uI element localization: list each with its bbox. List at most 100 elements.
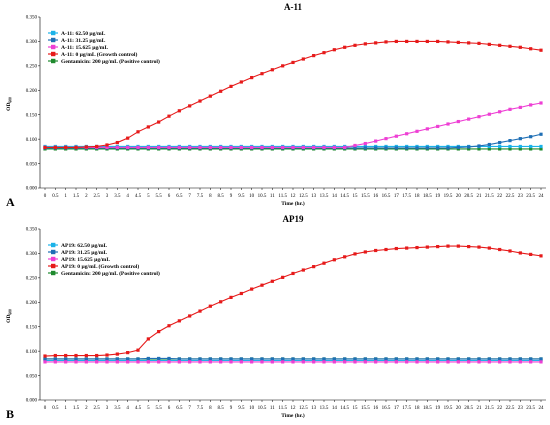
data-point (115, 145, 119, 150)
data-point (167, 360, 171, 364)
data-point (456, 145, 460, 150)
data-point (219, 360, 223, 364)
data-point (487, 246, 491, 250)
data-point (301, 360, 305, 364)
data-point (105, 145, 109, 150)
data-point (239, 80, 243, 84)
x-tick-label: 4.5 (135, 194, 142, 199)
data-point (539, 254, 543, 258)
data-point (363, 141, 367, 146)
x-tick-label: 14 (332, 406, 338, 411)
y-tick-label: 0.000 (26, 399, 38, 404)
data-point (281, 275, 285, 279)
data-point (425, 127, 429, 131)
data-point (177, 357, 181, 361)
data-point (281, 360, 285, 364)
data-point (353, 43, 357, 47)
data-point (487, 112, 491, 116)
data-point (322, 51, 326, 55)
data-point (43, 357, 47, 361)
data-point (291, 357, 295, 361)
x-tick-label: 3.5 (114, 406, 121, 411)
data-point (446, 122, 450, 126)
data-point (229, 357, 233, 361)
y-tick-label: 0.050 (26, 162, 38, 167)
data-point (105, 353, 109, 357)
y-tick-label: 0.350 (26, 228, 38, 233)
x-tick-label: 12.5 (299, 406, 308, 411)
data-point (250, 145, 254, 150)
legend-label: AP19: 15.625 µg/mL (61, 257, 110, 263)
data-point (384, 360, 388, 364)
data-point (219, 300, 223, 304)
x-tick-label: 10.5 (258, 406, 267, 411)
data-point (539, 101, 543, 105)
x-tick-label: 19 (435, 406, 441, 411)
data-point (508, 249, 512, 253)
data-point (64, 357, 68, 361)
data-point (95, 353, 99, 358)
data-point (456, 357, 460, 361)
x-tick-label: 23.5 (526, 406, 535, 411)
data-point (508, 139, 512, 143)
data-point (115, 360, 119, 364)
x-tick-label: 16.5 (382, 406, 391, 411)
legend-label: A-11: 15.625 µg/mL (61, 45, 108, 51)
data-point (405, 146, 409, 150)
data-point (260, 145, 264, 150)
data-point (198, 145, 202, 150)
x-tick-label: 8 (209, 194, 212, 199)
y-tick-label: 0.150 (26, 325, 38, 330)
x-tick-label: 20 (456, 406, 462, 411)
x-tick-label: 23.5 (526, 194, 535, 199)
data-point (322, 145, 326, 150)
data-point (291, 60, 295, 65)
data-point (518, 137, 522, 141)
data-point (115, 357, 119, 361)
data-point (467, 145, 471, 149)
data-point (498, 247, 502, 252)
data-point (529, 360, 533, 364)
data-point (64, 360, 68, 364)
x-tick-label: 13 (311, 194, 317, 199)
data-point (229, 84, 233, 88)
data-point (539, 132, 543, 136)
data-point (508, 107, 512, 111)
data-point (239, 145, 243, 150)
data-point (343, 360, 347, 364)
data-point (157, 120, 161, 124)
x-tick-label: 15 (353, 406, 359, 411)
data-point (177, 109, 181, 113)
data-point (281, 145, 285, 150)
data-point (415, 146, 419, 150)
data-point (374, 139, 378, 143)
data-point (508, 144, 512, 149)
data-point (477, 357, 481, 361)
x-tick-label: 16 (373, 194, 379, 199)
data-point (74, 353, 78, 358)
data-point (260, 357, 264, 361)
data-point (136, 145, 140, 150)
x-tick-label: 3 (106, 406, 109, 411)
data-point (84, 353, 88, 358)
data-point (270, 360, 274, 364)
data-point (446, 244, 450, 248)
data-point (467, 41, 471, 45)
data-point (260, 283, 264, 287)
data-point (53, 360, 57, 364)
data-point (498, 110, 502, 114)
data-point (239, 360, 243, 364)
data-point (384, 40, 388, 44)
x-tick-label: 3 (106, 194, 109, 199)
x-tick-label: 21 (477, 194, 483, 199)
data-point (467, 117, 471, 121)
data-point (456, 40, 460, 45)
series-line (45, 102, 542, 148)
data-point (343, 145, 347, 150)
legend-swatch-marker (51, 37, 56, 43)
x-tick-label: 15.5 (361, 406, 370, 411)
x-tick-label: 8.5 (218, 406, 225, 411)
data-point (95, 144, 99, 149)
data-point (177, 319, 181, 323)
legend-swatch-marker (51, 58, 56, 64)
